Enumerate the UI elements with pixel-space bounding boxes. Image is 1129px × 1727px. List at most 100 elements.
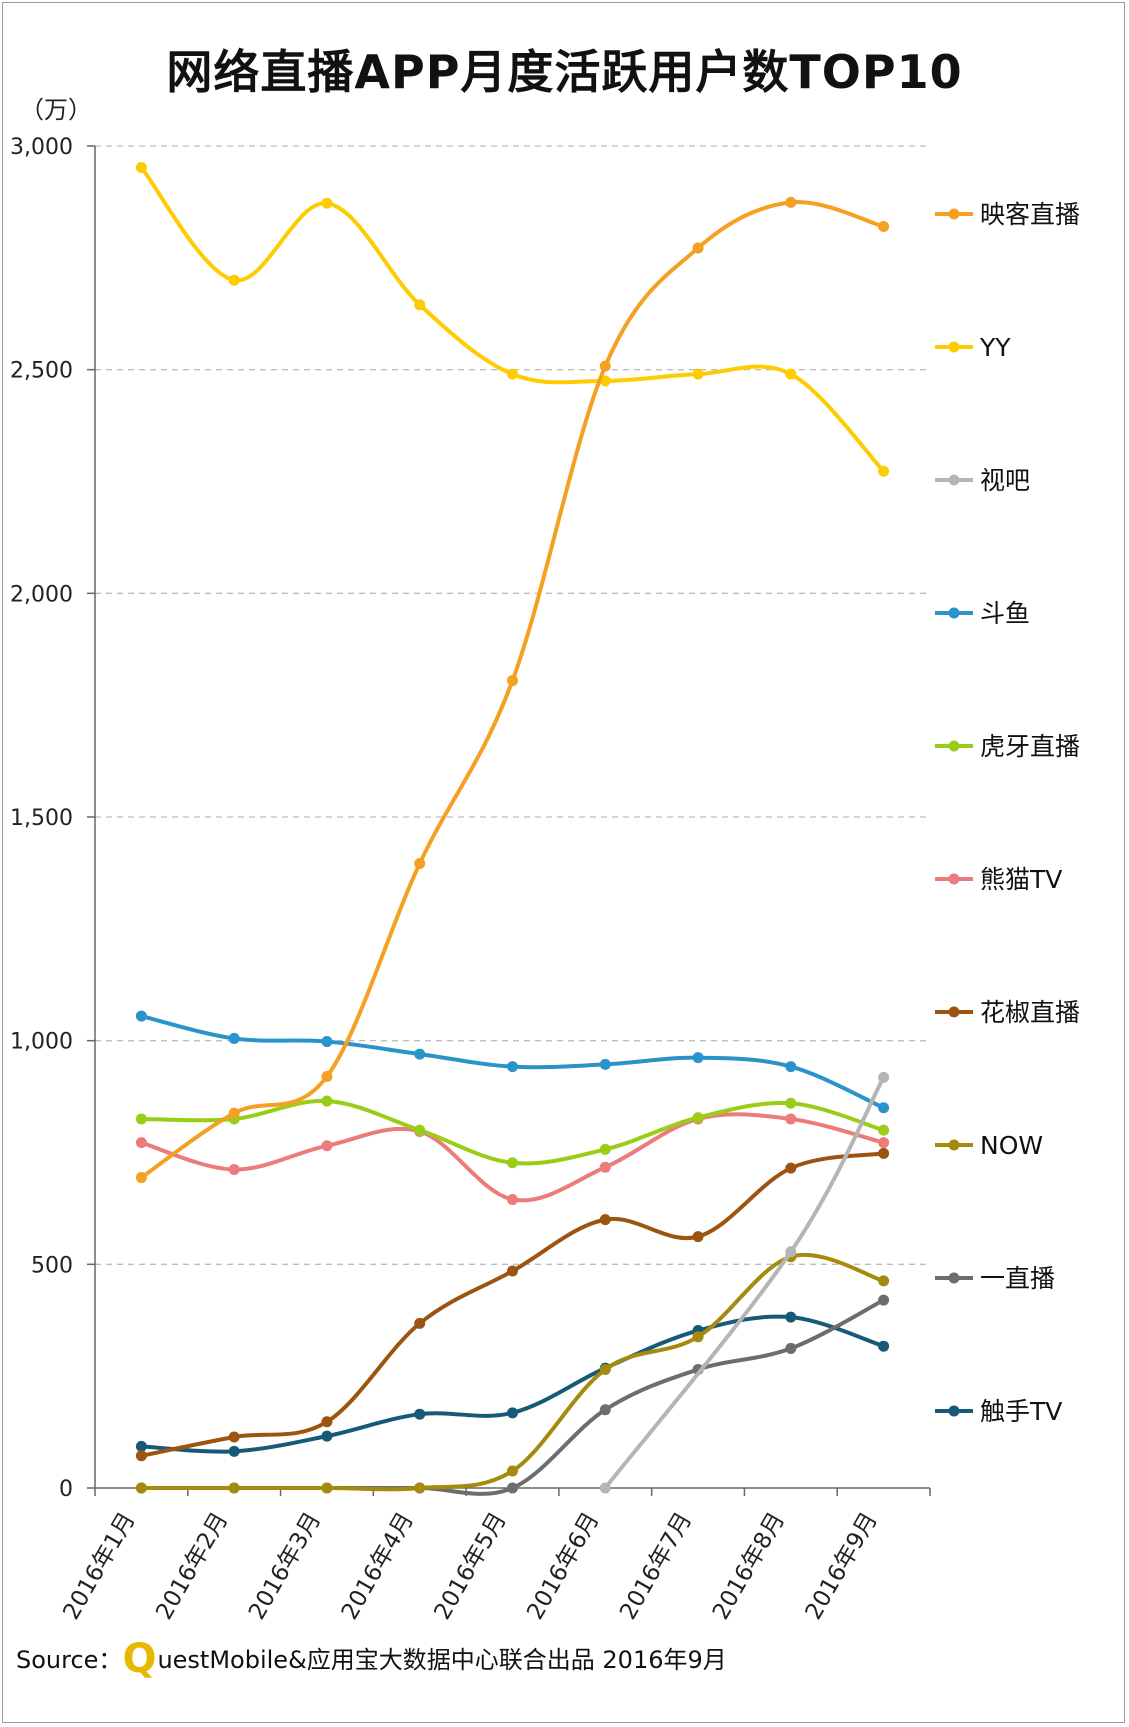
- data-point: [135, 1113, 147, 1125]
- x-tick-label: 2016年9月: [801, 1508, 883, 1624]
- data-point: [878, 1275, 890, 1287]
- data-point: [785, 196, 797, 208]
- data-point: [507, 1407, 518, 1419]
- y-tick-label: 3,000: [10, 135, 73, 160]
- data-point: [135, 1450, 147, 1462]
- data-point: [321, 1416, 333, 1428]
- legend-item: 斗鱼: [935, 599, 1030, 628]
- data-point: [321, 1095, 333, 1107]
- series-2: [135, 161, 890, 477]
- series-5: [135, 1095, 890, 1169]
- data-point: [878, 221, 890, 233]
- legend-item: 虎牙直播: [935, 732, 1080, 761]
- data-point: [599, 360, 611, 372]
- x-tick-label: 2016年4月: [337, 1508, 419, 1624]
- data-point: [414, 1124, 426, 1136]
- y-tick-label: 500: [31, 1253, 73, 1278]
- legend-label: 触手TV: [980, 1397, 1062, 1426]
- data-point: [507, 1193, 518, 1205]
- data-point: [414, 1317, 426, 1329]
- data-point: [878, 1340, 890, 1352]
- series-line: [139, 1314, 886, 1454]
- data-point: [228, 274, 240, 286]
- data-point: [599, 1058, 611, 1070]
- legend-label: 一直播: [980, 1264, 1055, 1293]
- legend-label: 熊猫TV: [980, 865, 1062, 894]
- data-point: [135, 1440, 147, 1452]
- data-point: [414, 858, 426, 870]
- legend-label: YY: [979, 333, 1011, 362]
- legend-label: NOW: [980, 1131, 1043, 1160]
- legend-swatch-marker: [948, 474, 960, 486]
- data-point: [135, 1010, 147, 1022]
- series-9: [135, 1294, 890, 1496]
- data-point: [785, 1246, 797, 1258]
- data-point: [507, 1265, 518, 1277]
- y-tick-label: 2,500: [10, 359, 73, 384]
- legend-label: 斗鱼: [980, 599, 1030, 628]
- data-point: [507, 368, 518, 380]
- x-tick-label: 2016年2月: [151, 1508, 233, 1624]
- legend-item: 熊猫TV: [935, 865, 1062, 894]
- data-point: [785, 1113, 797, 1125]
- series-1: [135, 196, 890, 1184]
- grid-layer: [95, 145, 930, 1265]
- data-point: [599, 1161, 611, 1173]
- data-point: [321, 1036, 333, 1048]
- data-point: [599, 1482, 611, 1494]
- data-point: [507, 1465, 518, 1477]
- legend-item: 花椒直播: [935, 998, 1080, 1027]
- series-line: [603, 1075, 886, 1490]
- y-axis-unit-label: （万）: [20, 96, 92, 124]
- data-point: [599, 1404, 611, 1416]
- legend-label: 视吧: [980, 466, 1030, 495]
- source-text: uestMobile&应用宝大数据中心联合出品 2016年9月: [157, 1646, 727, 1674]
- data-point: [135, 161, 147, 173]
- legend-item: 视吧: [935, 466, 1030, 495]
- data-point: [135, 1137, 147, 1149]
- legend-swatch-marker: [948, 341, 960, 353]
- x-tick-label: 2016年6月: [522, 1508, 604, 1624]
- data-point: [785, 368, 797, 380]
- data-point: [878, 1071, 890, 1083]
- data-point: [785, 1162, 797, 1174]
- data-point: [599, 1363, 611, 1375]
- legend-item: NOW: [935, 1131, 1043, 1160]
- series-line: [139, 1298, 886, 1496]
- data-point: [785, 1342, 797, 1354]
- series-8: [135, 1251, 890, 1494]
- y-tick-label: 1,000: [10, 1030, 73, 1055]
- data-point: [692, 1331, 704, 1343]
- legend-swatch-marker: [948, 873, 960, 885]
- data-point: [228, 1163, 240, 1175]
- data-point: [507, 1061, 518, 1073]
- legend-swatch-marker: [948, 1139, 960, 1151]
- data-point: [878, 1294, 890, 1306]
- data-point: [599, 1214, 611, 1226]
- data-point: [228, 1445, 240, 1457]
- legend-item: 一直播: [935, 1264, 1055, 1293]
- data-point: [599, 1143, 611, 1155]
- series-line: [139, 165, 886, 474]
- data-point: [878, 465, 890, 477]
- data-point: [878, 1102, 890, 1114]
- data-point: [321, 1430, 333, 1442]
- data-point: [785, 1061, 797, 1073]
- chart-title: 网络直播APP月度活跃用户数TOP10: [166, 45, 963, 99]
- series-3: [599, 1071, 890, 1494]
- x-tick-label: 2016年1月: [58, 1508, 140, 1624]
- source-prefix: Source：: [16, 1646, 123, 1674]
- legend-item: YY: [935, 333, 1011, 362]
- data-point: [414, 299, 426, 311]
- legend-swatch-marker: [948, 1405, 960, 1417]
- data-point: [692, 1052, 704, 1064]
- data-point: [785, 1311, 797, 1323]
- data-point: [135, 1482, 147, 1494]
- legend-swatch-marker: [948, 1006, 960, 1018]
- data-point: [414, 1408, 426, 1420]
- legend-label: 虎牙直播: [980, 732, 1080, 761]
- data-point: [135, 1172, 147, 1184]
